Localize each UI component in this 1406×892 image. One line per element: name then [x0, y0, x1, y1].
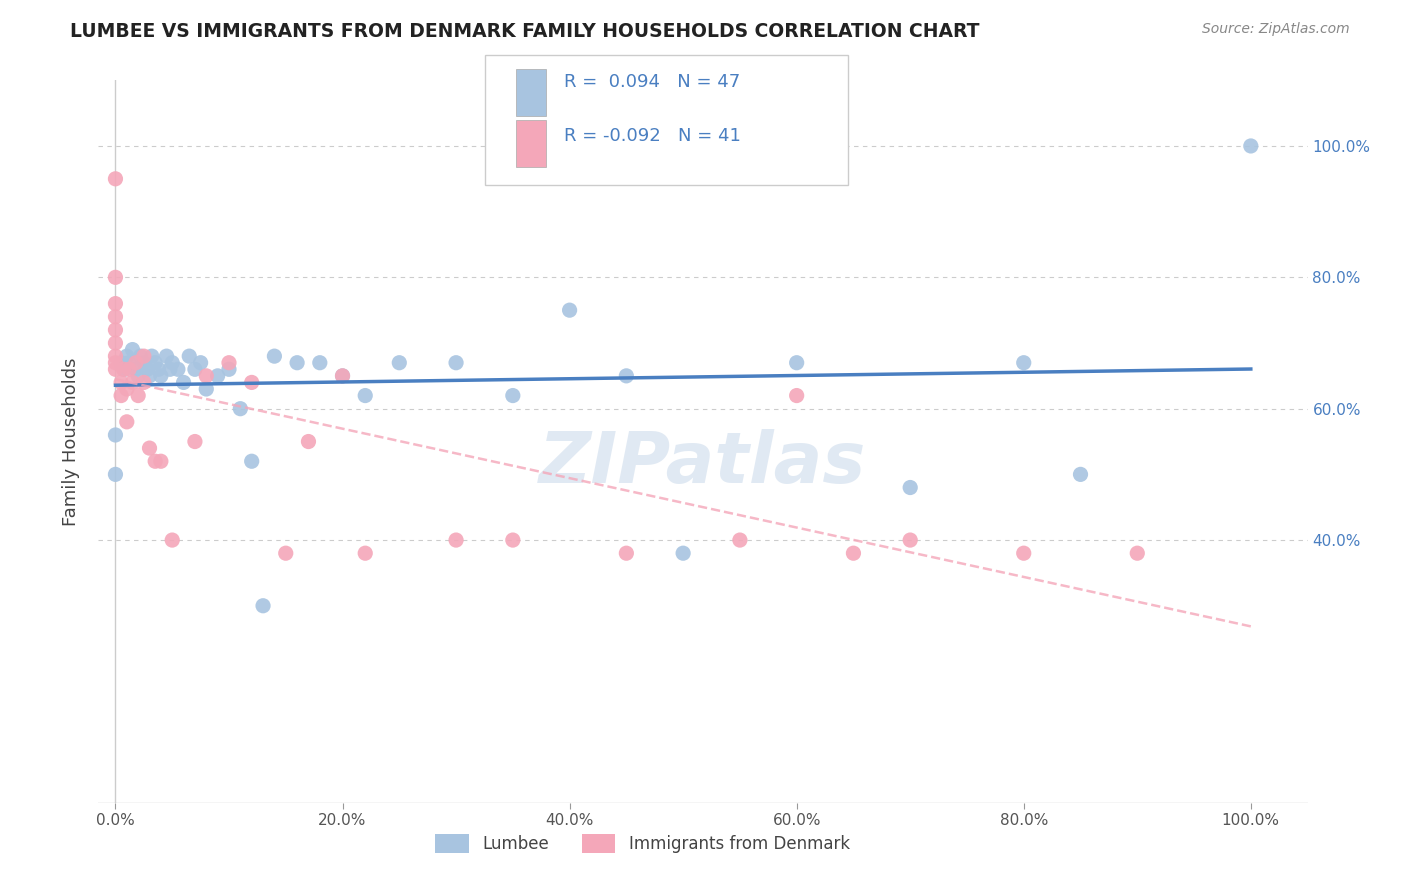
- Point: [218, 362, 240, 376]
- Point: [104, 323, 127, 337]
- Point: [136, 362, 159, 376]
- Point: [141, 349, 163, 363]
- Point: [110, 376, 132, 390]
- Text: LUMBEE VS IMMIGRANTS FROM DENMARK FAMILY HOUSEHOLDS CORRELATION CHART: LUMBEE VS IMMIGRANTS FROM DENMARK FAMILY…: [70, 22, 980, 41]
- Point: [132, 356, 155, 370]
- Point: [332, 368, 354, 383]
- Point: [1126, 546, 1149, 560]
- Point: [121, 343, 143, 357]
- Point: [240, 454, 263, 468]
- Point: [104, 362, 127, 376]
- Point: [614, 368, 637, 383]
- Point: [114, 362, 136, 376]
- Point: [1012, 356, 1035, 370]
- Point: [388, 356, 411, 370]
- Point: [115, 349, 138, 363]
- Point: [898, 481, 921, 495]
- Point: [184, 434, 207, 449]
- Text: R =  0.094   N = 47: R = 0.094 N = 47: [564, 73, 740, 91]
- Point: [160, 533, 183, 547]
- Point: [104, 171, 127, 186]
- Point: [444, 356, 467, 370]
- Point: [728, 533, 751, 547]
- Point: [159, 362, 181, 376]
- Point: [104, 349, 127, 363]
- Point: [143, 356, 166, 370]
- Point: [104, 428, 127, 442]
- Point: [155, 349, 177, 363]
- Point: [148, 362, 170, 376]
- Point: [297, 434, 319, 449]
- Point: [195, 382, 218, 396]
- Point: [104, 296, 127, 310]
- Point: [190, 356, 212, 370]
- Point: [138, 441, 160, 455]
- Point: [898, 533, 921, 547]
- Point: [240, 376, 263, 390]
- Point: [125, 356, 148, 370]
- Y-axis label: Family Households: Family Households: [62, 358, 80, 525]
- Point: [115, 415, 138, 429]
- Point: [786, 388, 808, 402]
- Legend: Lumbee, Immigrants from Denmark: Lumbee, Immigrants from Denmark: [429, 827, 856, 860]
- Point: [263, 349, 285, 363]
- Point: [110, 388, 132, 402]
- Point: [173, 376, 195, 390]
- Point: [842, 546, 865, 560]
- FancyBboxPatch shape: [485, 55, 848, 185]
- Point: [184, 362, 207, 376]
- Point: [558, 303, 581, 318]
- Point: [285, 356, 308, 370]
- Point: [179, 349, 201, 363]
- Point: [118, 356, 141, 370]
- Point: [502, 533, 524, 547]
- Point: [786, 356, 808, 370]
- Point: [125, 362, 148, 376]
- Point: [112, 362, 135, 376]
- Point: [104, 310, 127, 324]
- Point: [502, 388, 524, 402]
- Point: [104, 356, 127, 370]
- Point: [138, 368, 160, 383]
- Point: [132, 376, 155, 390]
- Point: [127, 388, 149, 402]
- Point: [115, 382, 138, 396]
- Point: [104, 270, 127, 285]
- Point: [160, 356, 183, 370]
- Point: [207, 368, 229, 383]
- Point: [672, 546, 695, 560]
- Point: [1012, 546, 1035, 560]
- Point: [614, 546, 637, 560]
- Point: [110, 356, 132, 370]
- Point: [195, 368, 218, 383]
- Text: R = -0.092   N = 41: R = -0.092 N = 41: [564, 128, 741, 145]
- Text: Source: ZipAtlas.com: Source: ZipAtlas.com: [1202, 22, 1350, 37]
- Point: [129, 349, 152, 363]
- FancyBboxPatch shape: [516, 120, 546, 167]
- Point: [104, 467, 127, 482]
- Text: ZIPatlas: ZIPatlas: [540, 429, 866, 498]
- Point: [274, 546, 297, 560]
- Point: [308, 356, 330, 370]
- Point: [121, 376, 143, 390]
- Point: [118, 362, 141, 376]
- Point: [1240, 139, 1263, 153]
- Point: [132, 349, 155, 363]
- Point: [167, 362, 190, 376]
- Point: [149, 368, 172, 383]
- Point: [127, 368, 149, 383]
- Point: [252, 599, 274, 613]
- Point: [444, 533, 467, 547]
- Point: [149, 454, 172, 468]
- FancyBboxPatch shape: [516, 70, 546, 117]
- Point: [354, 388, 377, 402]
- Point: [218, 356, 240, 370]
- Point: [104, 336, 127, 351]
- Point: [143, 454, 166, 468]
- Point: [229, 401, 252, 416]
- Point: [354, 546, 377, 560]
- Point: [332, 368, 354, 383]
- Point: [1069, 467, 1091, 482]
